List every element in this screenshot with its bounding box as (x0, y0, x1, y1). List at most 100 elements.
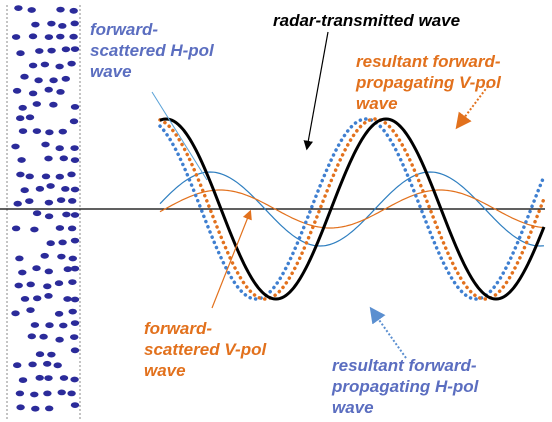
particle (27, 7, 36, 13)
particle (58, 128, 67, 135)
label-forward-scattered-v-pol: forward- scattered V-pol wave (144, 319, 267, 380)
particle (26, 281, 35, 288)
particle (70, 145, 79, 152)
particle (32, 265, 41, 272)
particle (25, 198, 34, 205)
particle (55, 145, 64, 152)
forward-scattered-v-pol-wave (159, 189, 545, 229)
particle (43, 283, 52, 290)
particle (56, 197, 66, 204)
particle (30, 226, 39, 233)
radar-transmitted-wave (159, 117, 546, 301)
particle (55, 173, 64, 180)
transmitted-pointer (303, 31, 329, 151)
particle (54, 280, 64, 287)
particle (16, 50, 25, 57)
particle (35, 351, 45, 358)
particle (57, 389, 66, 396)
particle (70, 20, 79, 27)
particle (11, 225, 21, 232)
particle (68, 198, 77, 204)
particle (44, 268, 53, 275)
v-resultant-pointer (455, 85, 489, 130)
particle (69, 7, 78, 14)
particle (15, 255, 24, 262)
particle (68, 279, 77, 285)
particle (70, 104, 80, 110)
particle (15, 390, 25, 397)
particle (59, 322, 68, 329)
particle (44, 199, 54, 206)
particle (31, 405, 40, 412)
particle (30, 322, 40, 328)
particle (30, 391, 39, 398)
particle (32, 210, 42, 217)
particle (43, 360, 52, 367)
particle (14, 5, 23, 11)
particle (41, 173, 51, 180)
particle (67, 60, 76, 67)
particle (18, 104, 27, 111)
particle (26, 307, 35, 313)
particle (69, 33, 78, 40)
particle (11, 310, 20, 317)
particle (59, 155, 68, 162)
particle (11, 143, 20, 150)
particle (17, 157, 26, 163)
particle (56, 89, 65, 95)
particle (70, 157, 80, 164)
particle (18, 128, 28, 135)
particle (61, 75, 70, 82)
particle (41, 141, 50, 148)
particle (43, 390, 52, 397)
particle (68, 255, 78, 262)
particle (70, 334, 79, 340)
particle (45, 129, 54, 136)
particle (40, 252, 49, 259)
particle (63, 296, 72, 302)
particle (44, 293, 53, 299)
particle (40, 61, 50, 68)
particle (35, 374, 44, 381)
label-resultant-v-pol: resultant forward- propagating V-pol wav… (356, 52, 501, 113)
particle (58, 239, 67, 246)
particle (14, 282, 23, 289)
particle (55, 336, 64, 343)
label-radar-transmitted: radar-transmitted wave (273, 11, 461, 30)
particle (67, 225, 77, 232)
particle (70, 296, 80, 303)
particle (46, 240, 55, 247)
particle (49, 77, 58, 84)
particle (70, 46, 80, 52)
particle (13, 362, 22, 369)
particle (58, 23, 67, 29)
particle (47, 351, 56, 358)
particle (39, 333, 48, 340)
particle (18, 269, 27, 276)
particle (28, 33, 38, 40)
resultant-v-pol-wave (158, 117, 546, 301)
particle (44, 375, 53, 381)
particle (35, 185, 45, 192)
particle (16, 404, 25, 411)
particle (16, 115, 25, 122)
particle (70, 402, 80, 408)
particle (34, 77, 43, 84)
particle (49, 101, 58, 108)
particle (12, 87, 22, 94)
particle (32, 101, 41, 107)
particle (61, 46, 71, 53)
particle (44, 155, 53, 162)
forward-scattered-h-pol-wave (159, 171, 545, 247)
particle (70, 237, 80, 244)
particle (44, 213, 54, 220)
particle (67, 390, 76, 397)
particle (57, 253, 66, 260)
particle (28, 90, 38, 97)
particle (46, 183, 55, 189)
particle (70, 265, 80, 272)
particle (47, 20, 56, 27)
particle (69, 118, 79, 125)
particle (63, 266, 72, 273)
